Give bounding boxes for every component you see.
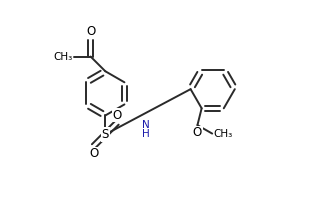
Text: O: O xyxy=(89,147,98,160)
Text: S: S xyxy=(102,128,109,141)
Text: O: O xyxy=(86,25,95,38)
Text: O: O xyxy=(112,109,121,122)
Text: CH₃: CH₃ xyxy=(213,128,232,139)
Text: CH₃: CH₃ xyxy=(53,52,73,61)
Text: N
H: N H xyxy=(142,120,150,139)
Text: O: O xyxy=(193,126,202,139)
